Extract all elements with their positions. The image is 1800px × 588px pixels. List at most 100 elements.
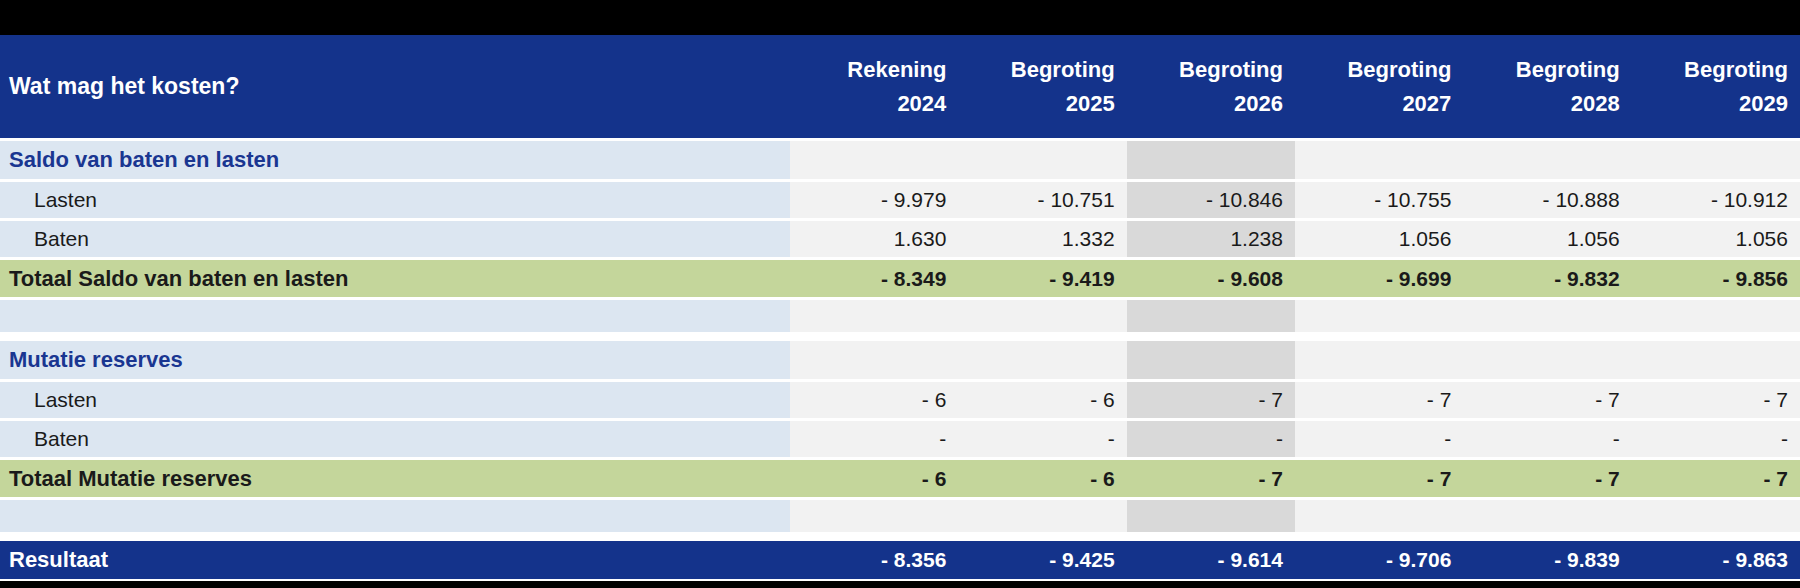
column-header-year: 2024 [897,87,946,121]
value-cell-2025: - [958,421,1126,457]
value-cell-2028: - 7 [1463,460,1631,497]
value-cell-2027: - 9.706 [1295,541,1463,579]
row-label: Baten [0,421,790,457]
table-row-data: Baten------ [0,421,1800,457]
value-cell-2027: - 7 [1295,382,1463,418]
column-header-2024: Rekening2024 [790,35,958,138]
value-cell-2027: - 9.699 [1295,260,1463,297]
column-header-2028: Begroting2028 [1463,35,1631,138]
row-label: Saldo van baten en lasten [0,141,790,179]
table-row-result: Resultaat- 8.356- 9.425- 9.614- 9.706- 9… [0,541,1800,579]
value-cell-2026: - 9.608 [1127,260,1295,297]
table-title: Wat mag het kosten? [0,35,790,138]
value-cell-2025 [958,141,1126,179]
value-cell-2025 [958,500,1126,532]
value-cell-2027 [1295,500,1463,532]
row-label [0,300,790,332]
value-cell-2028: - 7 [1463,382,1631,418]
value-cell-2026: - 7 [1127,460,1295,497]
value-cell-2024 [790,141,958,179]
table-header-row: Wat mag het kosten? Rekening2024Begrotin… [0,35,1800,138]
column-header-year: 2028 [1571,87,1620,121]
table-body: Saldo van baten en lastenLasten- 9.979- … [0,141,1800,579]
value-cell-2025: - 6 [958,460,1126,497]
value-cell-2026 [1127,300,1295,332]
value-cell-2028: - 10.888 [1463,182,1631,218]
row-label: Baten [0,221,790,257]
column-header-2027: Begroting2027 [1295,35,1463,138]
column-header-2029: Begroting2029 [1632,35,1800,138]
row-label: Totaal Mutatie reserves [0,460,790,497]
value-cell-2024: - [790,421,958,457]
table-row-spacer [0,500,1800,532]
table-row-total: Totaal Saldo van baten en lasten- 8.349 -… [0,260,1800,297]
value-cell-2029: - 10.912 [1632,182,1800,218]
value-cell-2025: - 10.751 [958,182,1126,218]
value-cell-2026 [1127,341,1295,379]
column-header-type: Rekening [847,53,946,87]
column-header-year: 2029 [1739,87,1788,121]
column-header-type: Begroting [1516,53,1620,87]
value-cell-2024: - 8.349 [790,260,958,297]
column-header-type: Begroting [1179,53,1283,87]
table-row-spacer [0,300,1800,332]
column-header-year: 2025 [1066,87,1115,121]
value-cell-2029: 1.056 [1632,221,1800,257]
value-cell-2025: - 9.425 [958,541,1126,579]
value-cell-2029: - 7 [1632,460,1800,497]
column-header-type: Begroting [1684,53,1788,87]
table-row-total: Totaal Mutatie reserves- 6- 6- 7- 7- 7- … [0,460,1800,497]
value-cell-2029: - 7 [1632,382,1800,418]
table-row-data: Lasten- 6- 6- 7- 7- 7- 7 [0,382,1800,418]
value-cell-2029: - 9.863 [1632,541,1800,579]
value-cell-2028: - [1463,421,1631,457]
value-cell-2027: 1.056 [1295,221,1463,257]
column-header-type: Begroting [1347,53,1451,87]
value-cell-2024: - 8.356 [790,541,958,579]
value-cell-2025: 1.332 [958,221,1126,257]
value-cell-2026: - [1127,421,1295,457]
table-row-section: Mutatie reserves [0,341,1800,379]
value-cell-2024: 1.630 [790,221,958,257]
value-cell-2025: - 6 [958,382,1126,418]
table-row-section: Saldo van baten en lasten [0,141,1800,179]
value-cell-2029 [1632,341,1800,379]
value-cell-2024 [790,500,958,532]
row-label: Lasten [0,382,790,418]
value-cell-2026 [1127,141,1295,179]
value-cell-2028 [1463,300,1631,332]
value-cell-2029: - 9.856 [1632,260,1800,297]
row-label: Mutatie reserves [0,341,790,379]
column-header-type: Begroting [1011,53,1115,87]
value-cell-2025 [958,341,1126,379]
budget-table: Wat mag het kosten? Rekening2024Begrotin… [0,35,1800,581]
value-cell-2027 [1295,341,1463,379]
value-cell-2024: - 9.979 [790,182,958,218]
value-cell-2027: - 10.755 [1295,182,1463,218]
value-cell-2027 [1295,141,1463,179]
value-cell-2028: 1.056 [1463,221,1631,257]
value-cell-2029 [1632,300,1800,332]
value-cell-2026 [1127,500,1295,532]
column-header-2026: Begroting2026 [1127,35,1295,138]
value-cell-2028: - 9.839 [1463,541,1631,579]
table-row-data: Lasten- 9.979- 10.751- 10.846- 10.755- 1… [0,182,1800,218]
value-cell-2026: - 10.846 [1127,182,1295,218]
value-cell-2027: - [1295,421,1463,457]
row-label: Resultaat [0,541,790,579]
row-label: Lasten [0,182,790,218]
value-cell-2028 [1463,141,1631,179]
value-cell-2029: - [1632,421,1800,457]
value-cell-2026: - 9.614 [1127,541,1295,579]
value-cell-2025 [958,300,1126,332]
table-row-data: Baten1.6301.3321.2381.0561.0561.056 [0,221,1800,257]
row-label [0,500,790,532]
value-cell-2029 [1632,500,1800,532]
row-label: Totaal Saldo van baten en lasten [0,260,790,297]
value-cell-2024 [790,300,958,332]
value-cell-2026: - 7 [1127,382,1295,418]
column-header-2025: Begroting2025 [958,35,1126,138]
column-header-year: 2026 [1234,87,1283,121]
value-cell-2024: - 6 [790,382,958,418]
value-cell-2026: 1.238 [1127,221,1295,257]
